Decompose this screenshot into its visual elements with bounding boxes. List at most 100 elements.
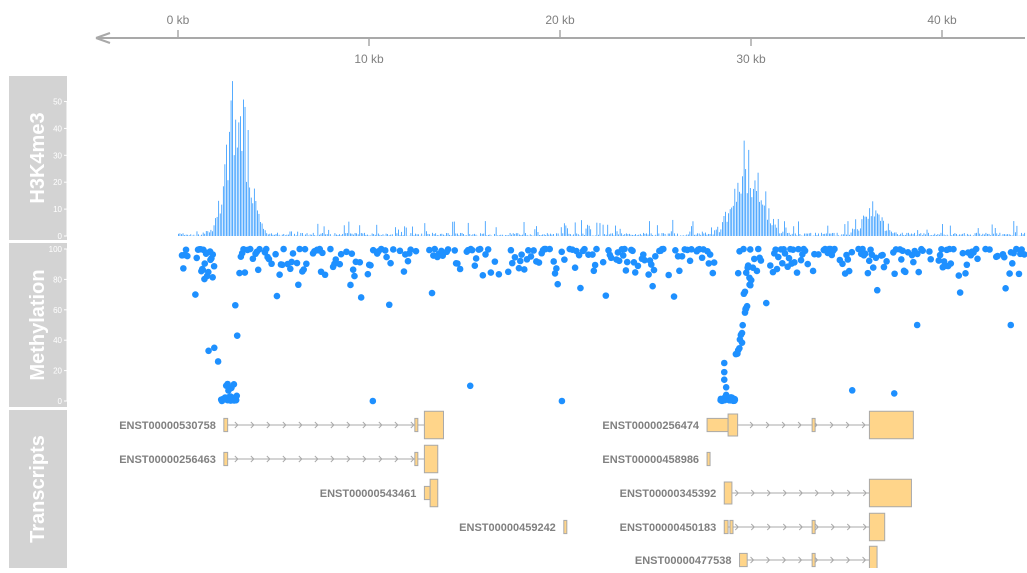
- signal-bar: [527, 235, 528, 236]
- signal-bar: [307, 233, 308, 236]
- methylation-point: [319, 250, 326, 257]
- signal-bar: [683, 235, 684, 236]
- methylation-point: [357, 259, 364, 266]
- signal-bar: [476, 235, 477, 236]
- signal-bar: [902, 233, 903, 236]
- transcript-ENST00000458986: ENST00000458986: [602, 452, 710, 466]
- transcript-ENST00000530758: ENST00000530758: [119, 411, 443, 439]
- signal-bar: [426, 231, 427, 236]
- signal-bar: [713, 234, 714, 236]
- signal-bar: [513, 233, 514, 236]
- signal-bar: [344, 225, 345, 236]
- signal-bar: [225, 164, 226, 236]
- signal-bar: [617, 231, 618, 236]
- signal-bar: [614, 235, 615, 236]
- signal-bar: [649, 221, 650, 236]
- methylation-point: [640, 251, 647, 258]
- signal-bar: [621, 233, 622, 236]
- signal-bar: [383, 234, 384, 236]
- methylation-point: [445, 246, 452, 253]
- signal-bar: [389, 235, 390, 236]
- signal-bar: [655, 235, 656, 236]
- signal-bar: [486, 235, 487, 236]
- signal-bar: [283, 234, 284, 236]
- methylation-point: [1001, 254, 1008, 261]
- signal-bar: [651, 233, 652, 236]
- signal-bar: [285, 235, 286, 236]
- signal-bar: [849, 235, 850, 236]
- signal-bar: [446, 233, 447, 236]
- axis-tick-label: 0 kb: [167, 13, 190, 27]
- signal-bar: [632, 235, 633, 236]
- signal-bar: [322, 233, 323, 236]
- signal-bar: [314, 235, 315, 236]
- signal-bar: [530, 234, 531, 236]
- signal-bar: [265, 230, 266, 236]
- signal-bar: [742, 176, 743, 236]
- signal-bar: [245, 107, 246, 236]
- signal-bar: [958, 235, 959, 236]
- signal-bar: [269, 234, 270, 236]
- signal-bar: [1013, 221, 1014, 236]
- signal-bar: [378, 234, 379, 236]
- signal-bar: [852, 229, 853, 236]
- methylation-point: [192, 291, 199, 298]
- methylation-point: [802, 247, 809, 254]
- methylation-point: [350, 266, 357, 273]
- methylation-points: [179, 246, 1027, 405]
- signal-bar: [398, 230, 399, 236]
- signal-bar: [752, 197, 753, 236]
- methylation-point: [215, 358, 222, 365]
- signal-bar: [466, 235, 467, 236]
- signal-bar: [217, 217, 218, 236]
- signal-bar: [941, 233, 942, 236]
- signal-bar: [956, 234, 957, 236]
- signal-bar: [900, 234, 901, 236]
- methylation-point: [721, 369, 728, 376]
- signal-bar: [330, 234, 331, 236]
- signal-bar: [987, 234, 988, 236]
- signal-bar: [252, 203, 253, 236]
- signal-bar: [896, 232, 897, 236]
- signal-bar: [970, 235, 971, 236]
- transcripts-track: ENST00000530758ENST00000256463ENST000005…: [119, 411, 913, 568]
- signal-bar: [262, 223, 263, 236]
- exon: [564, 520, 567, 533]
- signal-bar: [1023, 234, 1024, 236]
- methylation-point: [849, 249, 856, 256]
- signal-bar: [254, 189, 255, 236]
- methylation-point: [679, 253, 686, 260]
- axis-tick-label: 20 kb: [545, 13, 575, 27]
- methylation-point: [866, 258, 873, 265]
- y-axis-tick-label: 40: [53, 336, 62, 345]
- exon: [224, 452, 228, 465]
- methylation-point: [937, 252, 944, 259]
- signal-bar: [739, 192, 740, 236]
- signal-bar: [386, 234, 387, 236]
- signal-bar: [618, 234, 619, 236]
- axis-tick-label: 30 kb: [736, 52, 766, 66]
- signal-bar: [197, 231, 198, 236]
- signal-bar: [784, 221, 785, 236]
- signal-bar: [809, 233, 810, 236]
- methylation-point: [572, 264, 579, 271]
- y-axis-tick-label: 100: [49, 245, 63, 254]
- signal-bar: [347, 233, 348, 236]
- signal-bar: [837, 233, 838, 236]
- signal-bar: [841, 234, 842, 236]
- signal-bar: [888, 224, 889, 236]
- y-axis-tick-label: 50: [53, 98, 62, 107]
- signal-bar: [294, 234, 295, 236]
- transcript-label: ENST00000530758: [119, 420, 216, 432]
- h3k4me3-bars: [178, 81, 1025, 236]
- signal-bar: [229, 132, 230, 236]
- methylation-point: [603, 292, 610, 299]
- methylation-point: [467, 383, 474, 390]
- methylation-point: [530, 247, 537, 254]
- signal-bar: [496, 227, 497, 236]
- exon: [728, 414, 738, 436]
- signal-bar: [947, 235, 948, 236]
- signal-bar: [917, 230, 918, 236]
- signal-bar: [989, 234, 990, 236]
- signal-bar: [998, 235, 999, 236]
